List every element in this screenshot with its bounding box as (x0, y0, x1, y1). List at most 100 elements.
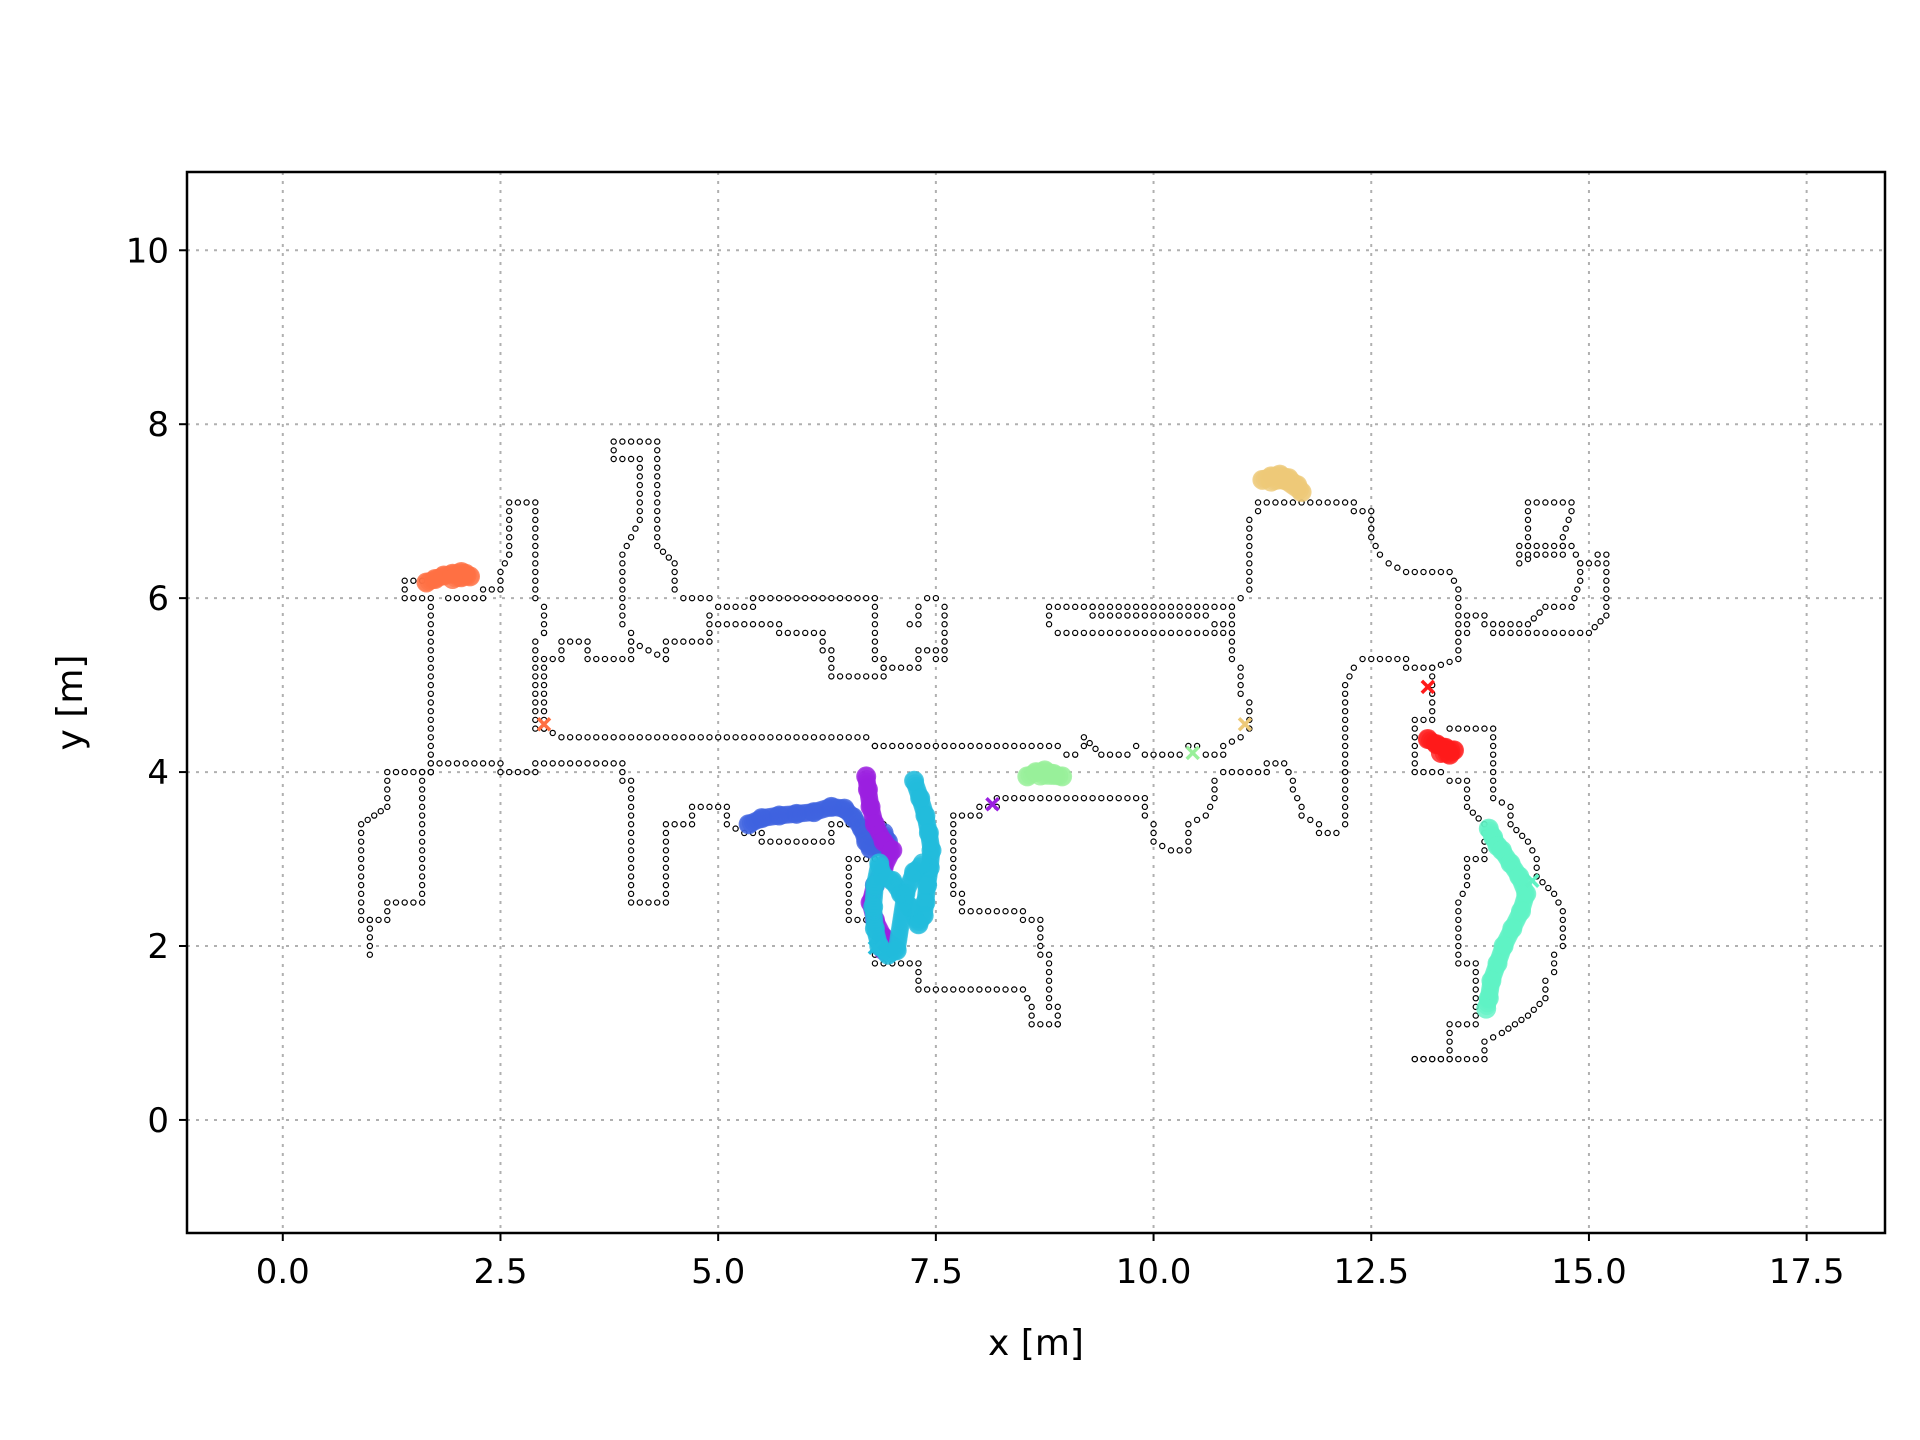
wall-point (1246, 560, 1253, 567)
wall-point (1098, 629, 1105, 637)
wall-point (915, 977, 922, 984)
wall-point (540, 690, 548, 698)
wall-point (1176, 603, 1183, 611)
wall-point (505, 525, 513, 532)
wall-point (532, 568, 539, 576)
wall-point (1455, 916, 1462, 924)
wall-point (540, 629, 548, 637)
wall-point (1574, 586, 1581, 593)
wall-point (418, 864, 426, 871)
wall-point (645, 647, 652, 654)
wall-point (366, 951, 374, 958)
wall-point (828, 655, 835, 663)
wall-point (401, 586, 408, 593)
wall-point (1132, 629, 1140, 637)
wall-point (619, 768, 626, 776)
wall-point (1533, 855, 1540, 863)
wall-point (1150, 838, 1157, 845)
wall-point (1585, 629, 1593, 637)
wall-point (1341, 690, 1349, 698)
wall-point (1089, 629, 1096, 637)
wall-point (1550, 951, 1558, 958)
wall-point (810, 594, 818, 602)
wall-point (1098, 751, 1105, 758)
wall-point (906, 621, 913, 628)
wall-point (697, 734, 704, 741)
wall-point (749, 621, 757, 628)
wall-point (1446, 568, 1453, 576)
wall-point (471, 760, 478, 767)
wall-point (941, 647, 948, 654)
trajectory-point (904, 770, 925, 791)
wall-point (1080, 603, 1088, 611)
wall-point (836, 821, 844, 828)
wall-point (627, 734, 635, 741)
wall-point (366, 916, 374, 924)
wall-point (488, 586, 495, 593)
goal-x-marker (1525, 873, 1540, 889)
wall-point (1550, 960, 1558, 967)
wall-point (723, 812, 731, 819)
wall-point (654, 734, 661, 741)
wall-point (732, 603, 739, 611)
wall-point (1565, 516, 1572, 524)
wall-point (540, 760, 548, 767)
wall-point (1124, 794, 1131, 802)
wall-point (1045, 742, 1053, 750)
wall-point (1550, 968, 1558, 976)
wall-point (1167, 612, 1175, 619)
wall-point (523, 768, 530, 776)
wall-point (392, 768, 400, 776)
wall-point (627, 812, 635, 819)
trajectory-point (869, 853, 890, 874)
wall-point (610, 455, 617, 463)
x-axis-ticks: 0.0 2.5 5.0 7.5 10.0 12.5 15.0 17.5 (256, 1233, 1844, 1292)
wall-point (1159, 603, 1166, 611)
trajectory-point (1516, 883, 1537, 904)
wall-point (384, 908, 391, 915)
trajectory-point (751, 808, 772, 829)
wall-point (627, 786, 635, 793)
wall-point (941, 612, 948, 619)
wall-point (1385, 560, 1392, 567)
wall-point (584, 638, 591, 645)
wall-point (1193, 816, 1201, 824)
wall-point (1063, 603, 1070, 611)
wall-point (1411, 751, 1418, 758)
wall-point (532, 560, 539, 567)
wall-point (532, 664, 539, 671)
wall-point (1472, 1055, 1479, 1063)
wall-point (828, 829, 835, 837)
wall-point (1341, 499, 1349, 506)
wall-point (1603, 586, 1610, 593)
wall-point (462, 760, 469, 767)
wall-point (1455, 951, 1462, 958)
wall-point (723, 734, 731, 741)
wall-point (1063, 794, 1070, 802)
wall-point (1124, 751, 1131, 758)
wall-point (1002, 986, 1009, 993)
wall-point (828, 821, 835, 828)
wall-point (532, 534, 539, 541)
wall-point (1428, 1055, 1436, 1063)
wall-point (445, 760, 452, 767)
wall-point (479, 760, 487, 767)
wall-point (566, 760, 574, 767)
wall-point (662, 821, 670, 828)
wall-point (784, 594, 792, 602)
wall-point (697, 803, 704, 811)
wall-point (1346, 673, 1353, 680)
wall-point (401, 594, 408, 602)
wall-point (1472, 960, 1479, 967)
wall-point (654, 899, 661, 906)
wall-point (627, 638, 635, 645)
wall-point (915, 612, 922, 619)
wall-point (645, 438, 652, 445)
wall-point (1071, 629, 1079, 637)
wall-point (871, 594, 879, 602)
wall-point (1176, 629, 1183, 637)
wall-point (532, 768, 539, 776)
wall-point (950, 864, 957, 871)
wall-point (828, 734, 835, 741)
trajectory-point (1511, 901, 1532, 922)
